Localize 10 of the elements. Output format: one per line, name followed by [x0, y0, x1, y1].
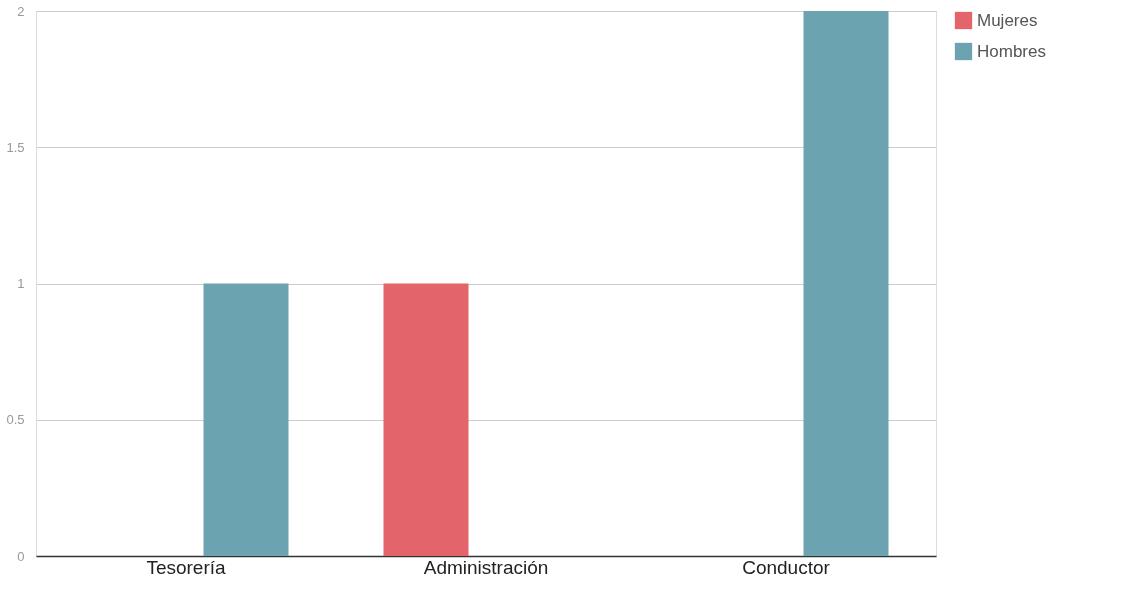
y-tick-label: 0.5 [6, 412, 25, 428]
y-tick-label: 1.5 [6, 139, 25, 155]
y-tick-label: 2 [17, 3, 25, 19]
x-tick-label: Conductor [742, 556, 831, 578]
x-tick-label: Tesorería [146, 556, 227, 578]
legend-label: Hombres [977, 41, 1046, 61]
y-tick-label: 0 [17, 548, 25, 564]
x-tick-label: Administración [423, 556, 549, 578]
legend-label: Mujeres [977, 10, 1038, 30]
y-tick-label: 1 [17, 276, 25, 291]
